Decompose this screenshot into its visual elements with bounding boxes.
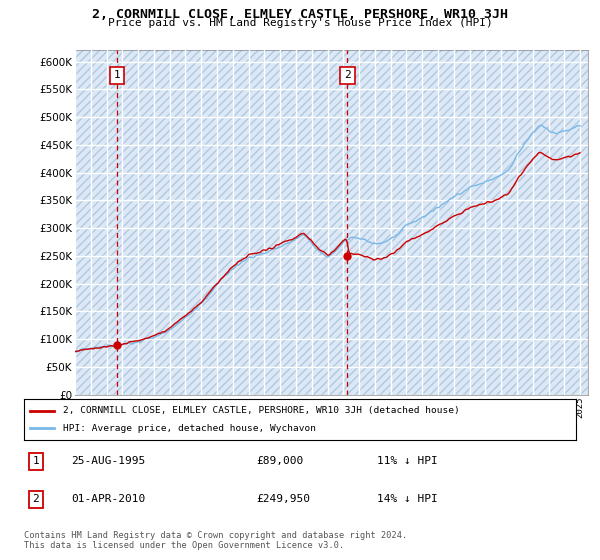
- Text: 01-APR-2010: 01-APR-2010: [71, 494, 145, 504]
- Text: 14% ↓ HPI: 14% ↓ HPI: [377, 494, 438, 504]
- Text: 2, CORNMILL CLOSE, ELMLEY CASTLE, PERSHORE, WR10 3JH: 2, CORNMILL CLOSE, ELMLEY CASTLE, PERSHO…: [92, 8, 508, 21]
- Text: 25-AUG-1995: 25-AUG-1995: [71, 456, 145, 466]
- FancyBboxPatch shape: [75, 50, 588, 395]
- Text: HPI: Average price, detached house, Wychavon: HPI: Average price, detached house, Wych…: [62, 424, 316, 433]
- Text: 1: 1: [113, 71, 120, 81]
- Text: 11% ↓ HPI: 11% ↓ HPI: [377, 456, 438, 466]
- Text: Price paid vs. HM Land Registry's House Price Index (HPI): Price paid vs. HM Land Registry's House …: [107, 18, 493, 28]
- Text: £89,000: £89,000: [256, 456, 303, 466]
- Text: 1: 1: [32, 456, 39, 466]
- Text: 2: 2: [344, 71, 350, 81]
- Text: £249,950: £249,950: [256, 494, 310, 504]
- Text: 2, CORNMILL CLOSE, ELMLEY CASTLE, PERSHORE, WR10 3JH (detached house): 2, CORNMILL CLOSE, ELMLEY CASTLE, PERSHO…: [62, 406, 460, 415]
- Text: 2: 2: [32, 494, 39, 504]
- Text: Contains HM Land Registry data © Crown copyright and database right 2024.
This d: Contains HM Land Registry data © Crown c…: [24, 531, 407, 550]
